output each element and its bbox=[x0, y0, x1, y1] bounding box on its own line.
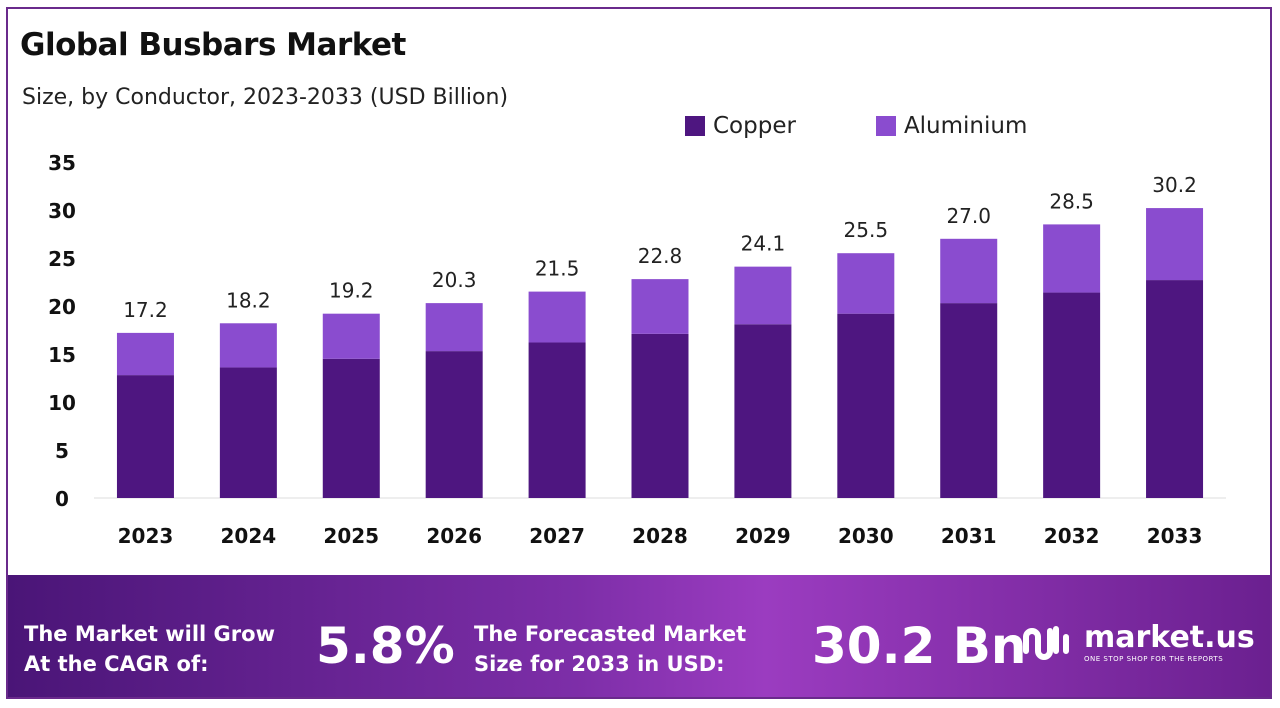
x-tick-label: 2030 bbox=[838, 524, 894, 548]
y-tick-label: 35 bbox=[48, 151, 76, 175]
bar-aluminium-2026 bbox=[425, 303, 483, 352]
data-label-total: 20.3 bbox=[432, 268, 477, 292]
x-tick-label: 2033 bbox=[1147, 524, 1203, 548]
y-tick-label: 10 bbox=[48, 391, 76, 415]
legend-swatch-aluminium bbox=[875, 116, 896, 136]
bar-aluminium-2031 bbox=[940, 238, 998, 304]
x-tick-label: 2025 bbox=[323, 524, 379, 548]
legend-swatch-copper bbox=[685, 116, 705, 136]
legend: Copper Aluminium bbox=[685, 113, 1107, 139]
y-tick-label: 15 bbox=[48, 343, 76, 367]
x-tick-label: 2031 bbox=[941, 524, 997, 548]
data-label-total: 18.2 bbox=[226, 288, 271, 312]
bar-aluminium-2025 bbox=[322, 313, 380, 359]
bar-copper-2023 bbox=[116, 375, 174, 498]
legend-item-aluminium: Aluminium bbox=[875, 113, 1028, 139]
cagr-label-line2: At the CAGR of: bbox=[24, 652, 209, 676]
x-tick-label: 2032 bbox=[1044, 524, 1100, 548]
bar-aluminium-2023 bbox=[116, 332, 174, 376]
legend-item-copper: Copper bbox=[685, 113, 796, 139]
bar-aluminium-2028 bbox=[631, 279, 689, 334]
bar-copper-2027 bbox=[528, 342, 586, 498]
forecast-label: The Forecasted Market Size for 2033 in U… bbox=[474, 619, 746, 679]
bar-copper-2031 bbox=[940, 303, 998, 498]
cagr-value: 5.8% bbox=[316, 617, 455, 675]
bar-copper-2030 bbox=[837, 313, 895, 498]
y-tick-label: 25 bbox=[48, 247, 76, 271]
bar-copper-2026 bbox=[425, 351, 483, 498]
bar-aluminium-2027 bbox=[528, 291, 586, 343]
bar-copper-2033 bbox=[1146, 280, 1204, 498]
chart-frame: Global Busbars Market Size, by Conductor… bbox=[6, 7, 1272, 699]
bar-copper-2032 bbox=[1043, 292, 1101, 498]
logo-text: market.us bbox=[1084, 620, 1255, 655]
data-label-total: 28.5 bbox=[1049, 189, 1094, 213]
bar-copper-2028 bbox=[631, 333, 689, 498]
forecast-label-line2: Size for 2033 in USD: bbox=[474, 652, 725, 676]
market-us-logo: market.us ONE STOP SHOP FOR THE REPORTS bbox=[1020, 621, 1255, 665]
x-tick-label: 2027 bbox=[529, 524, 585, 548]
forecast-label-line1: The Forecasted Market bbox=[474, 622, 747, 646]
data-label-total: 25.5 bbox=[844, 218, 889, 242]
data-label-total: 22.8 bbox=[638, 244, 683, 268]
data-label-total: 27.0 bbox=[946, 204, 991, 228]
bar-aluminium-2029 bbox=[734, 266, 792, 325]
y-tick-label: 20 bbox=[48, 295, 76, 319]
logo-tagline: ONE STOP SHOP FOR THE REPORTS bbox=[1084, 655, 1224, 663]
bar-aluminium-2033 bbox=[1146, 208, 1204, 281]
bar-aluminium-2030 bbox=[837, 253, 895, 314]
legend-label-aluminium: Aluminium bbox=[903, 113, 1028, 139]
cagr-label: The Market will Grow At the CAGR of: bbox=[24, 619, 275, 679]
cagr-label-line1: The Market will Grow bbox=[24, 622, 275, 646]
bar-copper-2029 bbox=[734, 324, 792, 498]
chart-subtitle: Size, by Conductor, 2023-2033 (USD Billi… bbox=[22, 85, 509, 110]
data-label-total: 30.2 bbox=[1152, 173, 1197, 197]
summary-banner: The Market will Grow At the CAGR of: 5.8… bbox=[8, 575, 1270, 697]
data-label-total: 24.1 bbox=[741, 232, 786, 256]
data-label-total: 21.5 bbox=[535, 257, 580, 281]
y-tick-label: 5 bbox=[55, 439, 69, 463]
chart-title: Global Busbars Market bbox=[20, 27, 406, 63]
legend-label-copper: Copper bbox=[713, 113, 796, 139]
y-tick-label: 0 bbox=[55, 487, 69, 511]
bar-copper-2025 bbox=[322, 358, 380, 498]
market-us-logo-icon bbox=[1023, 626, 1069, 660]
y-tick-label: 30 bbox=[48, 199, 76, 223]
bar-aluminium-2032 bbox=[1043, 224, 1101, 293]
forecast-value: 30.2 Bn bbox=[812, 617, 1027, 675]
x-tick-label: 2023 bbox=[118, 524, 174, 548]
bar-chart: 0510152025303517.2202318.2202419.2202520… bbox=[48, 151, 1226, 548]
bar-copper-2024 bbox=[219, 367, 277, 498]
x-tick-label: 2029 bbox=[735, 524, 791, 548]
data-label-total: 17.2 bbox=[123, 298, 168, 322]
data-label-total: 19.2 bbox=[329, 279, 374, 303]
x-tick-label: 2024 bbox=[221, 524, 277, 548]
bar-aluminium-2024 bbox=[219, 323, 277, 368]
x-tick-label: 2026 bbox=[426, 524, 482, 548]
x-tick-label: 2028 bbox=[632, 524, 688, 548]
